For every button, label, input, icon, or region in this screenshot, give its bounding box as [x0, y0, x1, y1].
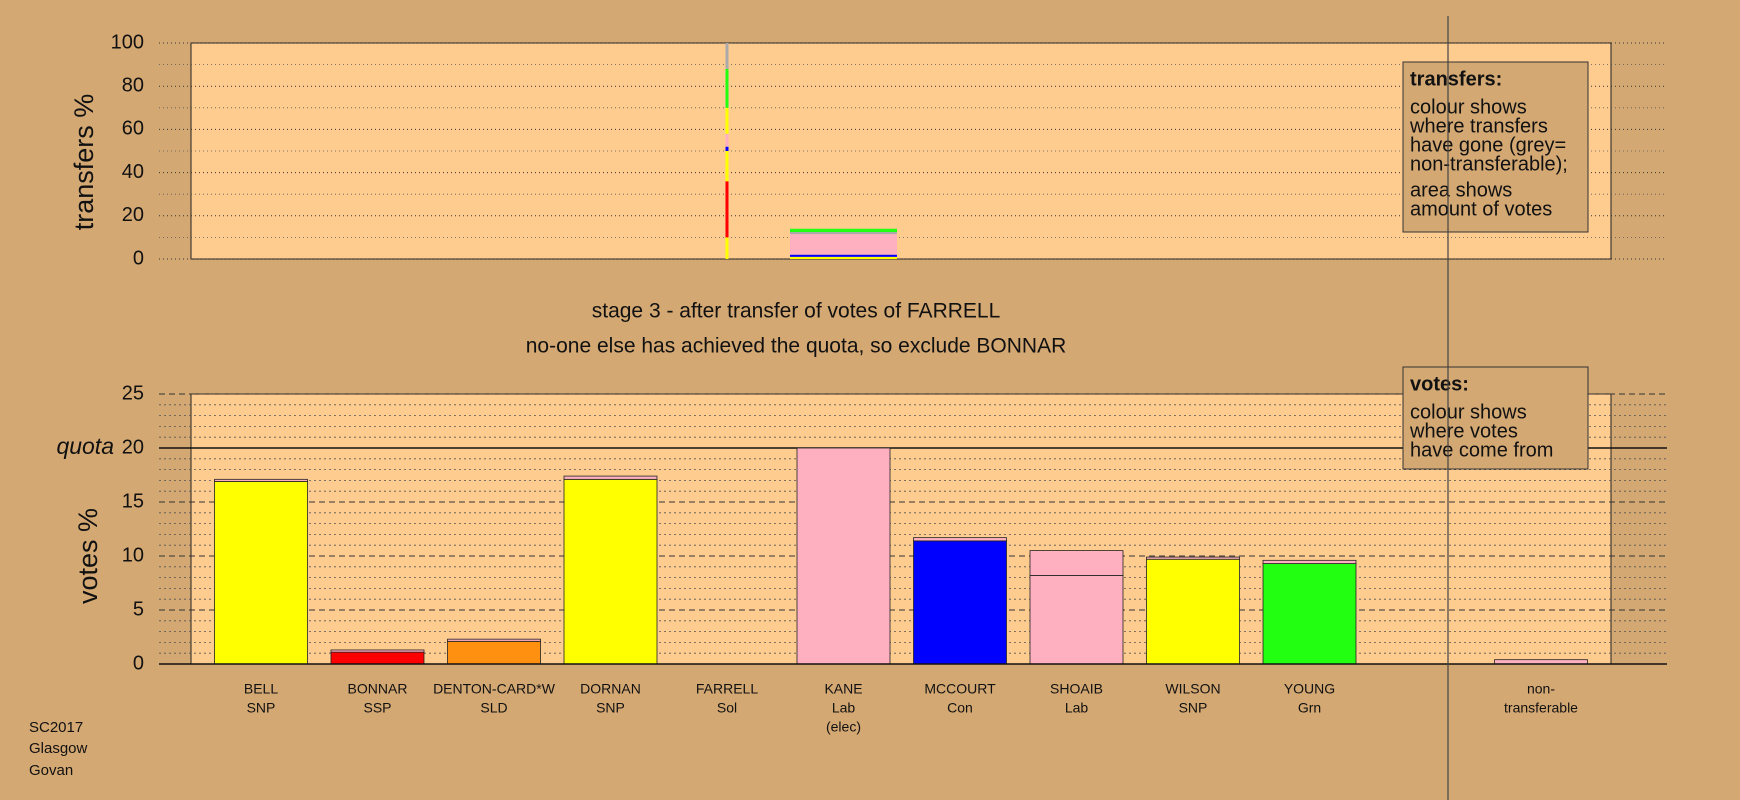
x-tick-label: DENTON-CARD*W	[433, 681, 556, 697]
legend-line: have come from	[1410, 439, 1553, 461]
bar-segment	[1146, 556, 1240, 560]
chart-subtitle: no-one else has achieved the quota, so e…	[526, 335, 1067, 358]
bar-segment	[1262, 559, 1357, 564]
bottom-plot-area	[190, 393, 1612, 665]
x-tick-label: transferable	[1504, 700, 1578, 716]
bar-segment	[563, 475, 658, 480]
transfer-segment	[725, 68, 729, 108]
legend-line: have gone (grey=	[1410, 134, 1566, 156]
chart-title: stage 3 - after transfer of votes of FAR…	[592, 300, 1001, 323]
y-tick-label: 0	[133, 247, 144, 269]
legend-title: votes:	[1410, 373, 1469, 395]
transfer-segment	[725, 181, 729, 238]
transfer-segment	[725, 146, 729, 151]
y-tick-label: 5	[133, 598, 144, 620]
footer-line: Glasgow	[29, 740, 88, 757]
y-tick-label: 60	[122, 118, 144, 140]
bar-segment	[214, 478, 308, 482]
bar-segment	[796, 447, 891, 665]
y-tick-label: 25	[122, 382, 144, 404]
transfer-segment	[790, 254, 897, 257]
bar-segment	[214, 481, 308, 665]
legend-box	[1402, 61, 1589, 233]
transfer-segment	[725, 237, 729, 259]
x-tick-label: non-	[1527, 681, 1555, 697]
x-tick-label: Sol	[717, 700, 737, 716]
legend-line: area shows	[1410, 179, 1512, 201]
legend-line: colour shows	[1410, 96, 1527, 118]
x-tick-label: MCCOURT	[924, 681, 996, 697]
transfer-segment	[725, 133, 729, 147]
y-tick-label: 40	[122, 161, 144, 183]
x-tick-label: Con	[947, 700, 973, 716]
transfer-segment	[790, 228, 897, 232]
transfer-segment	[725, 151, 729, 182]
x-tick-label: SSP	[363, 700, 391, 716]
y-tick-label: 15	[122, 490, 144, 512]
quota-label: quota	[56, 433, 114, 459]
y-tick-label: 0	[133, 652, 144, 674]
transfer-segment	[725, 43, 729, 69]
y-tick-label: 20	[122, 204, 144, 226]
x-tick-label: Lab	[832, 700, 856, 716]
x-tick-label: Grn	[1298, 700, 1321, 716]
legend-line: amount of votes	[1410, 198, 1552, 220]
legend-line: colour shows	[1410, 401, 1527, 423]
x-tick-label: SLD	[480, 700, 507, 716]
footer-line: SC2017	[29, 719, 83, 736]
transfer-segment	[790, 256, 897, 259]
transfer-segment	[790, 234, 897, 255]
y-axis-title: transfers %	[69, 94, 99, 231]
bar-segment	[913, 540, 1007, 665]
x-tick-label: FARRELL	[696, 681, 758, 697]
legend-box	[1402, 366, 1589, 470]
x-tick-label: BELL	[244, 681, 278, 697]
x-tick-label: (elec)	[826, 719, 861, 735]
bar-segment	[330, 649, 425, 653]
bar-segment	[913, 537, 1007, 542]
x-tick-label: SNP	[596, 700, 625, 716]
y-axis-title: votes %	[73, 508, 103, 604]
bar-segment	[1029, 550, 1124, 576]
x-tick-label: BONNAR	[348, 681, 408, 697]
bar-segment	[447, 640, 541, 665]
transfer-segment	[725, 107, 729, 134]
y-tick-label: 20	[122, 436, 144, 458]
bar-segment	[1262, 563, 1357, 665]
legend-line: where votes	[1409, 420, 1518, 442]
y-tick-label: 100	[111, 31, 144, 53]
legend-line: where transfers	[1409, 115, 1548, 137]
bar-segment	[330, 651, 425, 665]
transfer-segment	[790, 232, 897, 235]
x-tick-label: Lab	[1065, 700, 1089, 716]
legend-title: transfers:	[1410, 68, 1502, 90]
x-tick-label: WILSON	[1165, 681, 1220, 697]
x-tick-label: SNP	[1179, 700, 1208, 716]
y-tick-label: 80	[122, 74, 144, 96]
x-tick-label: SHOAIB	[1050, 681, 1103, 697]
bar-segment	[1029, 575, 1124, 665]
x-tick-label: YOUNG	[1284, 681, 1335, 697]
bar-segment	[563, 478, 658, 665]
y-tick-label: 10	[122, 544, 144, 566]
x-tick-label: SNP	[247, 700, 276, 716]
x-tick-label: DORNAN	[580, 681, 641, 697]
legend-line: non-transferable);	[1410, 153, 1568, 175]
bar-segment	[447, 638, 541, 642]
footer-line: Govan	[29, 762, 73, 779]
x-tick-label: KANE	[824, 681, 862, 697]
bar-segment	[1146, 558, 1240, 665]
